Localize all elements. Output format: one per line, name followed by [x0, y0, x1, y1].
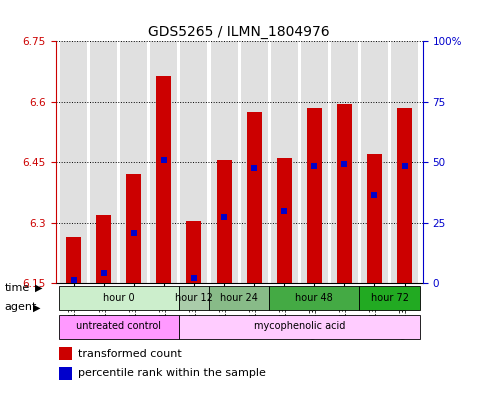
Bar [216, 160, 231, 283]
FancyBboxPatch shape [209, 286, 269, 310]
Bar [270, 41, 298, 283]
Bar [211, 41, 238, 283]
Text: hour 24: hour 24 [220, 293, 258, 303]
Bar [307, 108, 322, 283]
Text: time: time [5, 283, 30, 293]
Text: percentile rank within the sample: percentile rank within the sample [78, 368, 266, 378]
Bar [59, 347, 72, 360]
FancyBboxPatch shape [179, 286, 209, 310]
Bar [241, 41, 268, 283]
Point [280, 208, 288, 214]
Bar [150, 41, 177, 283]
Point [100, 270, 108, 276]
Text: mycophenolic acid: mycophenolic acid [254, 321, 345, 331]
Bar [181, 41, 208, 283]
Point [401, 163, 409, 169]
Bar [120, 41, 147, 283]
Text: hour 48: hour 48 [296, 293, 333, 303]
Text: hour 12: hour 12 [175, 293, 213, 303]
Point [311, 163, 318, 169]
Bar [66, 237, 81, 283]
Bar [156, 75, 171, 283]
Text: ▶: ▶ [35, 283, 43, 293]
Text: transformed count: transformed count [78, 349, 181, 359]
Bar [96, 215, 111, 283]
Bar [391, 41, 418, 283]
Bar [60, 41, 87, 283]
Text: agent: agent [5, 302, 37, 312]
Bar [397, 108, 412, 283]
Point [341, 161, 348, 167]
Bar [337, 104, 352, 283]
Bar [90, 41, 117, 283]
Bar [367, 154, 382, 283]
Title: GDS5265 / ILMN_1804976: GDS5265 / ILMN_1804976 [148, 25, 330, 39]
Text: untreated control: untreated control [76, 321, 161, 331]
Text: hour 0: hour 0 [103, 293, 135, 303]
Point [250, 165, 258, 171]
Point [160, 157, 168, 163]
FancyBboxPatch shape [58, 315, 179, 339]
Bar [59, 367, 72, 380]
FancyBboxPatch shape [58, 286, 179, 310]
Text: hour 72: hour 72 [370, 293, 409, 303]
Bar [186, 221, 201, 283]
Point [190, 275, 198, 281]
Bar [361, 41, 388, 283]
Point [220, 213, 228, 220]
FancyBboxPatch shape [359, 286, 420, 310]
Bar [126, 174, 142, 283]
Bar [247, 112, 262, 283]
Bar [277, 158, 292, 283]
FancyBboxPatch shape [269, 286, 359, 310]
Bar [331, 41, 358, 283]
Bar [301, 41, 328, 283]
Point [70, 277, 77, 283]
Point [370, 191, 378, 198]
Text: ▶: ▶ [33, 302, 41, 312]
Point [130, 230, 138, 236]
FancyBboxPatch shape [179, 315, 420, 339]
